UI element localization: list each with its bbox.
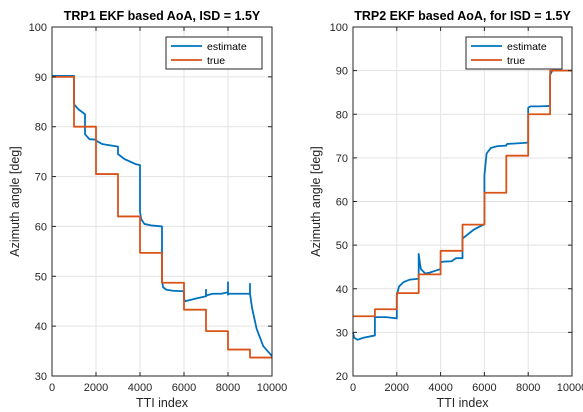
chart-2-legend-box xyxy=(465,36,563,70)
series-line-estimate xyxy=(52,74,273,357)
chart-2-title: TRP2 EKF based AoA, for ISD = 1.5Y xyxy=(354,9,571,23)
y-tick-label: 100 xyxy=(29,22,47,34)
chart-2-y-axis-label: Azimuth angle [deg] xyxy=(309,146,323,257)
series-line-true xyxy=(52,75,272,359)
chart-2-grid xyxy=(352,26,573,377)
y-tick-label: 60 xyxy=(336,197,348,209)
chart-1-lines xyxy=(52,74,273,359)
y-tick-label: 100 xyxy=(330,22,348,34)
series-line-estimate xyxy=(352,69,572,341)
y-tick-label: 40 xyxy=(35,321,47,333)
chart-2-ticks: 0 2000 4000 6000 8000 10000 20 30 40 50 60 70 80 90 10… xyxy=(330,22,583,394)
y-tick-label: 50 xyxy=(35,271,47,283)
y-tick-label: 60 xyxy=(35,221,47,233)
x-tick-label: 2000 xyxy=(84,382,108,394)
x-tick-label: 4000 xyxy=(428,382,452,394)
y-tick-label: 20 xyxy=(336,371,348,383)
y-tick-label: 30 xyxy=(35,371,47,383)
chart-1-y-axis-label: Azimuth angle [deg] xyxy=(8,146,22,257)
y-tick-label: 30 xyxy=(336,327,348,339)
y-tick-label: 80 xyxy=(35,122,47,134)
series-line-true xyxy=(353,69,572,318)
chart-2-legend-label-estimate: estimate xyxy=(507,41,547,53)
chart-1-title: TRP1 EKF based AoA, ISD = 1.5Y xyxy=(64,9,261,23)
x-tick-label: 0 xyxy=(49,382,55,394)
chart-1-x-axis-label: TTI index xyxy=(136,396,189,410)
chart-1-axes-frame xyxy=(51,26,273,377)
y-tick-label: 40 xyxy=(336,284,348,296)
chart-2-legend: estimate true xyxy=(465,36,563,70)
y-tick-label: 90 xyxy=(35,72,47,84)
chart-2-lines xyxy=(352,69,572,341)
x-tick-label: 10000 xyxy=(257,382,288,394)
chart-1-legend-label-estimate: estimate xyxy=(207,41,247,53)
chart-1-legend-label-true: true xyxy=(207,55,225,67)
chart-1: TRP1 EKF based AoA, ISD = 1.5Y 0 2000 4000… xyxy=(8,9,287,410)
y-tick-label: 50 xyxy=(336,240,348,252)
y-tick-label: 80 xyxy=(336,109,348,121)
x-tick-label: 6000 xyxy=(472,382,496,394)
chart-2: TRP2 EKF based AoA, for ISD = 1.5Y 0 2000… xyxy=(309,9,583,410)
x-tick-label: 4000 xyxy=(128,382,152,394)
chart-1-ticks: 0 2000 4000 6000 8000 10000 30 40 50 60 70 80 90 100 xyxy=(29,22,288,394)
chart-1-legend-box xyxy=(165,36,263,70)
chart-1-legend: estimate true xyxy=(165,36,263,70)
x-tick-label: 8000 xyxy=(516,382,540,394)
chart-2-x-axis-label: TTI index xyxy=(436,396,489,410)
y-tick-label: 90 xyxy=(336,66,348,78)
x-tick-label: 6000 xyxy=(172,382,196,394)
y-tick-label: 70 xyxy=(336,153,348,165)
x-tick-label: 0 xyxy=(350,382,356,394)
y-tick-label: 70 xyxy=(35,172,47,184)
x-tick-label: 8000 xyxy=(216,382,240,394)
x-tick-label: 2000 xyxy=(385,382,409,394)
chart-2-legend-label-true: true xyxy=(507,55,525,67)
x-tick-label: 10000 xyxy=(557,382,583,394)
chart-1-grid xyxy=(51,26,273,377)
